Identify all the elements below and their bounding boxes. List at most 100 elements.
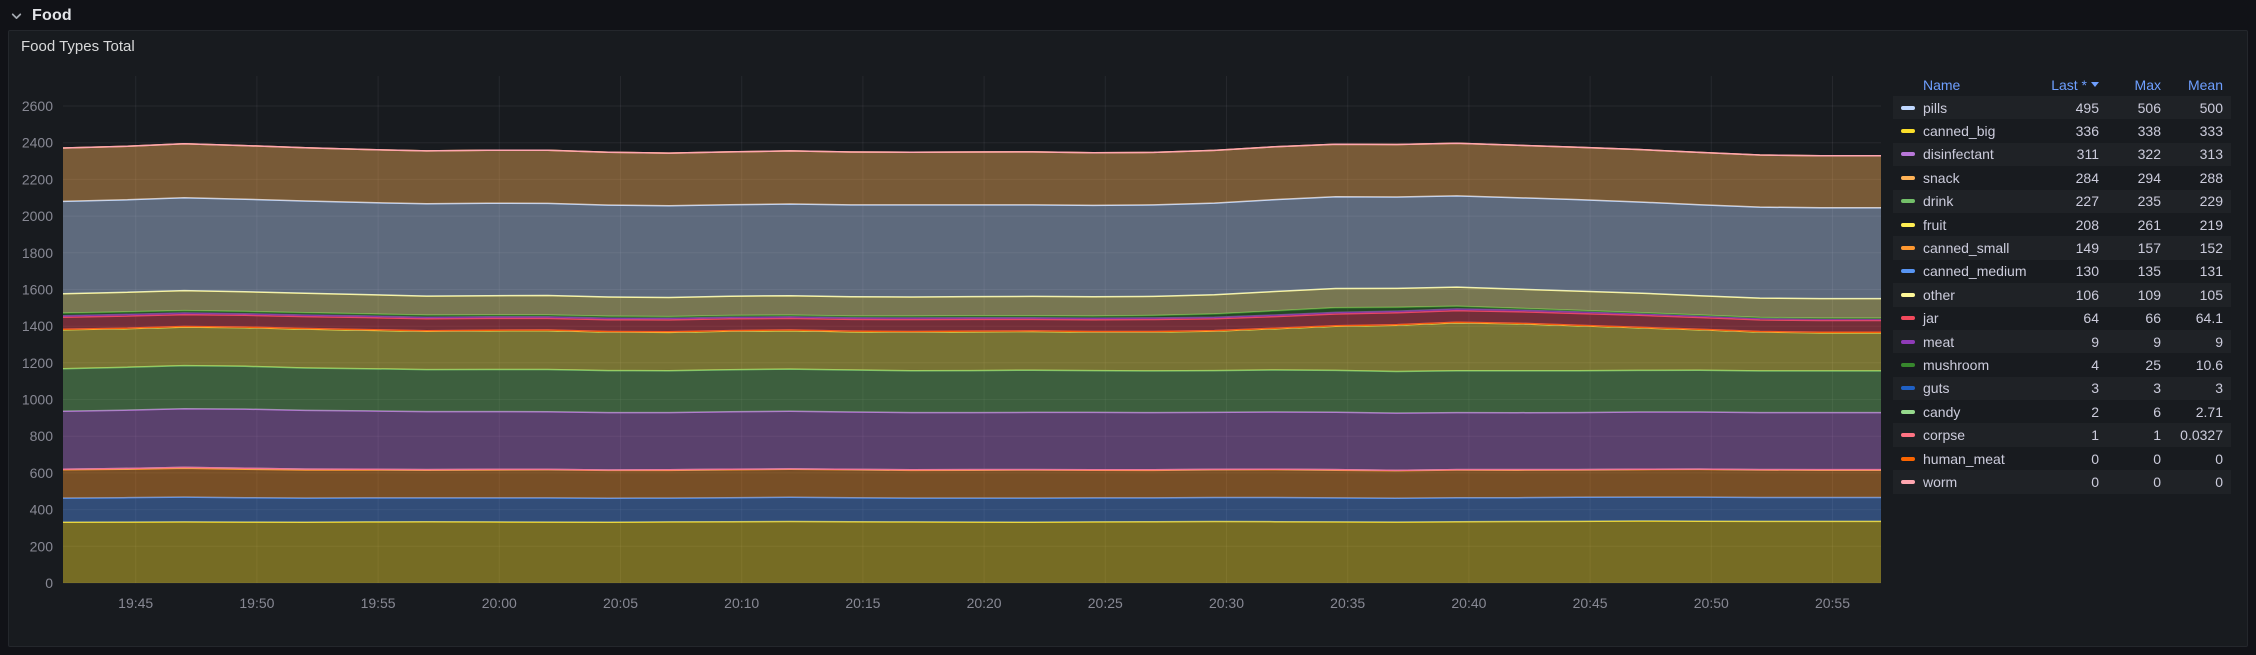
series-last: 149	[2075, 240, 2099, 257]
legend-row-fruit[interactable]: fruit 208 261 219	[1893, 213, 2231, 236]
series-max: 0	[2153, 473, 2161, 490]
stacked-area-chart[interactable]: 0200400600800100012001400160018002000220…	[9, 31, 2249, 648]
area-fruit	[63, 322, 1881, 372]
series-line-canned_big	[62, 520, 1881, 524]
legend-header-last[interactable]: Last *	[2037, 77, 2099, 93]
series-last: 106	[2075, 286, 2099, 303]
legend-header: Name Last * Max Mean	[1893, 73, 2231, 96]
series-color-swatch	[1901, 292, 1915, 297]
series-last: 495	[2075, 99, 2099, 116]
series-name[interactable]: canned_medium	[1923, 263, 2027, 280]
series-name[interactable]: snack	[1923, 169, 1960, 186]
series-name[interactable]: worm	[1923, 473, 1958, 490]
legend-row-pills[interactable]: pills 495 506 500	[1893, 96, 2231, 119]
series-max: 261	[2137, 216, 2161, 233]
series-line-jar	[62, 309, 1881, 322]
legend-row-human_meat[interactable]: human_meat 0 0 0	[1893, 447, 2231, 470]
legend-header-last-label: Last *	[2051, 76, 2087, 93]
legend-row-mushroom[interactable]: mushroom 4 25 10.6	[1893, 353, 2231, 376]
legend-row-drink[interactable]: drink 227 235 229	[1893, 190, 2231, 213]
legend-row-canned_small[interactable]: canned_small 149 157 152	[1893, 236, 2231, 259]
y-axis-tick-label: 2600	[22, 98, 53, 114]
legend-row-guts[interactable]: guts 3 3 3	[1893, 377, 2231, 400]
x-axis-tick-label: 19:50	[239, 595, 274, 611]
y-axis-tick-label: 800	[30, 428, 54, 444]
x-axis-tick-label: 19:45	[118, 595, 153, 611]
y-axis-tick-label: 2000	[22, 208, 53, 224]
y-axis-tick-label: 600	[30, 465, 54, 481]
series-max: 135	[2137, 263, 2161, 280]
x-axis-tick-label: 20:50	[1694, 595, 1729, 611]
series-mean: 2.71	[2195, 403, 2223, 420]
y-axis-tick-label: 2200	[22, 171, 53, 187]
series-line-drink	[62, 364, 1881, 373]
series-mean: 131	[2199, 263, 2223, 280]
series-color-swatch	[1901, 456, 1915, 461]
series-color-swatch	[1901, 246, 1915, 251]
legend-row-meat[interactable]: meat 9 9 9	[1893, 330, 2231, 353]
area-disinfectant	[63, 408, 1881, 471]
series-color-swatch	[1901, 339, 1915, 344]
area-canned_medium	[63, 497, 1881, 523]
series-name[interactable]: canned_small	[1923, 240, 2010, 257]
series-name[interactable]: candy	[1923, 403, 1961, 420]
y-axis-tick-label: 1600	[22, 282, 53, 298]
y-axis-tick-label: 1400	[22, 318, 53, 334]
series-mean: 288	[2199, 169, 2223, 186]
series-name[interactable]: guts	[1923, 380, 1950, 397]
y-axis-tick-label: 1800	[22, 245, 53, 261]
series-max: 157	[2137, 240, 2161, 257]
legend-row-candy[interactable]: candy 2 6 2.71	[1893, 400, 2231, 423]
series-name[interactable]: canned_big	[1923, 123, 1996, 140]
series-line-human_meat	[62, 321, 1881, 333]
legend-row-worm[interactable]: worm 0 0 0	[1893, 470, 2231, 493]
series-line-meat	[62, 308, 1881, 320]
legend-row-canned_medium[interactable]: canned_medium 130 135 131	[1893, 260, 2231, 283]
series-line-mushroom	[62, 305, 1881, 319]
series-name[interactable]: other	[1923, 286, 1955, 303]
series-color-swatch	[1901, 433, 1915, 438]
series-name[interactable]: disinfectant	[1923, 146, 1994, 163]
series-name[interactable]: human_meat	[1923, 450, 2005, 467]
legend-header-mean[interactable]: Mean	[2187, 76, 2223, 93]
legend-row-other[interactable]: other 106 109 105	[1893, 283, 2231, 306]
x-axis-tick-label: 20:35	[1330, 595, 1365, 611]
series-mean: 64.1	[2195, 310, 2223, 327]
area-pills	[63, 195, 1881, 299]
series-line-disinfectant	[62, 407, 1881, 414]
legend-row-disinfectant[interactable]: disinfectant 311 322 313	[1893, 143, 2231, 166]
series-name[interactable]: mushroom	[1923, 356, 1990, 373]
series-color-swatch	[1901, 175, 1915, 180]
series-mean: 313	[2199, 146, 2223, 163]
series-name[interactable]: corpse	[1923, 427, 1966, 444]
series-name[interactable]: pills	[1923, 99, 1948, 116]
legend-row-canned_big[interactable]: canned_big 336 338 333	[1893, 119, 2231, 142]
legend-row-jar[interactable]: jar 64 66 64.1	[1893, 307, 2231, 330]
series-line-canned_medium	[62, 496, 1881, 499]
y-axis-tick-label: 1000	[22, 392, 53, 408]
series-name[interactable]: meat	[1923, 333, 1955, 350]
series-last: 3	[2091, 380, 2099, 397]
chevron-down-icon	[11, 12, 22, 19]
y-axis-tick-label: 2400	[22, 135, 53, 151]
y-axis-tick-label: 400	[30, 502, 54, 518]
series-mean: 9	[2215, 333, 2223, 350]
series-color-swatch	[1901, 316, 1915, 321]
panel-food-types-total: Food Types Total 0 200 400 600 800 1000 1200 14…	[8, 30, 2248, 647]
x-axis-tick-label: 20:00	[482, 595, 517, 611]
series-name[interactable]: drink	[1923, 193, 1954, 210]
area-snack	[63, 143, 1881, 208]
row-header-food[interactable]: Food	[10, 3, 72, 29]
area-canned_small	[63, 468, 1881, 499]
legend-header-max[interactable]: Max	[2134, 76, 2161, 93]
series-name[interactable]: jar	[1923, 310, 1939, 327]
legend-header-name[interactable]: Name	[1923, 76, 1961, 93]
series-last: 1	[2091, 427, 2099, 444]
x-axis-tick-label: 20:10	[724, 595, 759, 611]
legend-row-corpse[interactable]: corpse 1 1 0.0327	[1893, 423, 2231, 446]
x-axis-tick-label: 20:20	[967, 595, 1002, 611]
panel-title[interactable]: Food Types Total	[21, 38, 135, 55]
series-name[interactable]: fruit	[1923, 216, 1947, 233]
series-line-other	[62, 286, 1881, 300]
legend-row-snack[interactable]: snack 284 294 288	[1893, 166, 2231, 189]
